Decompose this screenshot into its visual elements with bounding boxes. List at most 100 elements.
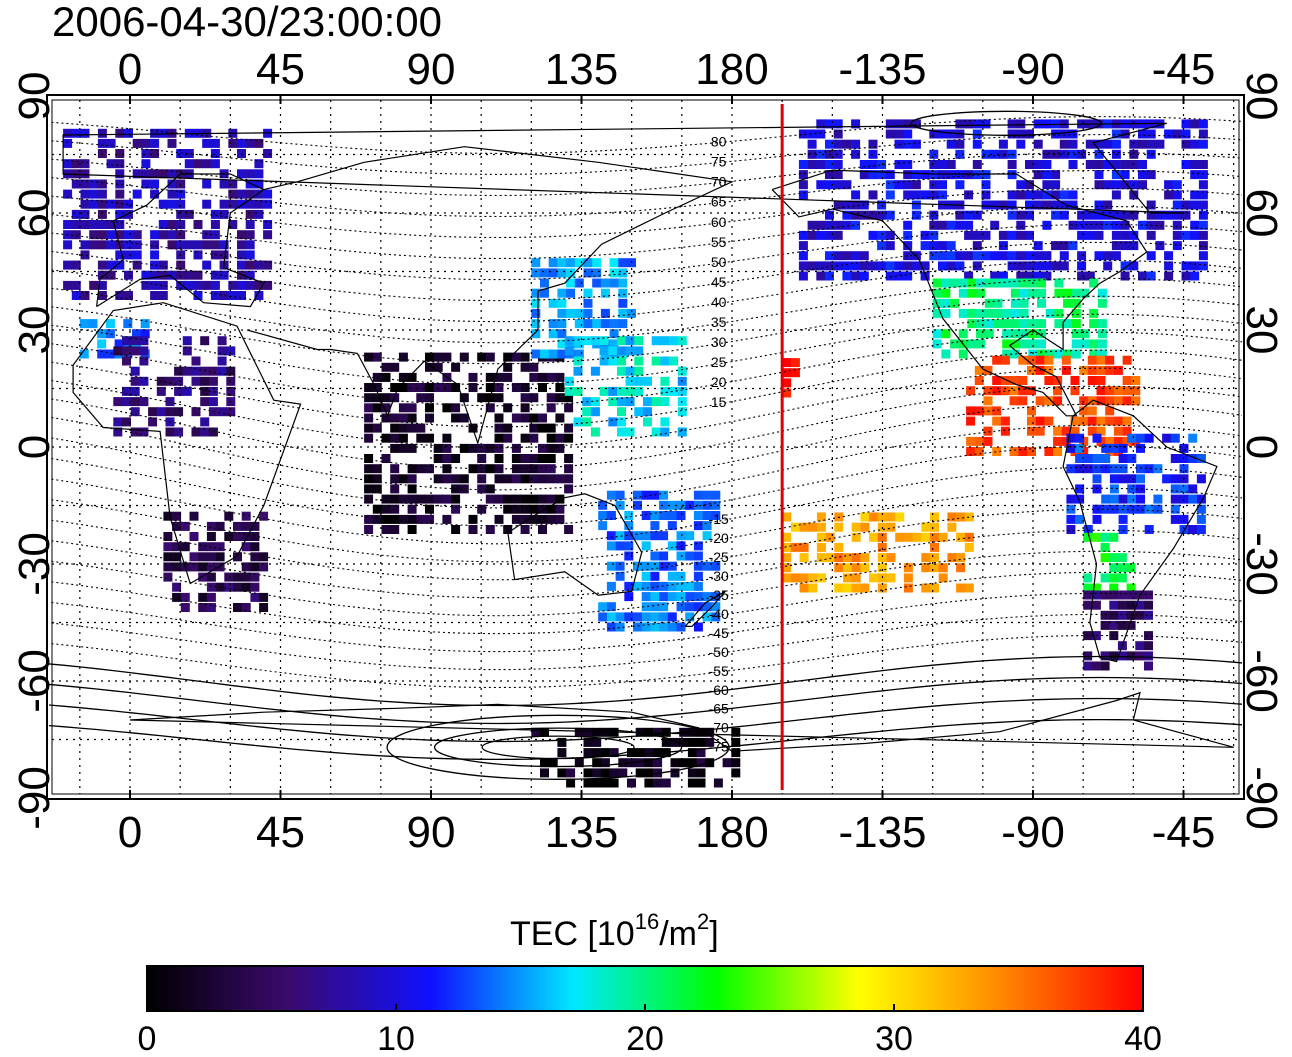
tec-cell xyxy=(958,288,968,298)
tec-cell xyxy=(705,737,715,747)
tec-cell xyxy=(608,417,618,427)
tec-cell xyxy=(468,464,478,474)
tec-cell xyxy=(193,250,203,260)
tec-cell xyxy=(1181,160,1191,169)
tec-cell xyxy=(816,160,826,169)
tec-cell xyxy=(650,622,660,632)
tec-cell xyxy=(132,250,142,260)
tec-cell xyxy=(398,514,408,524)
tec-cell xyxy=(557,768,567,778)
tec-cell xyxy=(981,230,991,240)
tec-cell xyxy=(425,514,434,524)
magnetic-latitude-contours xyxy=(49,110,1242,780)
tec-cell xyxy=(1179,484,1189,494)
tec-cell xyxy=(1188,484,1198,494)
tec-cell xyxy=(237,230,246,240)
tec-cell xyxy=(1164,180,1174,190)
tec-cell xyxy=(1153,464,1163,474)
colorbar: TEC [1016/m2] 0 10 20 30 40 xyxy=(138,909,1162,1057)
tec-cell xyxy=(115,230,125,240)
tec-cell xyxy=(941,349,951,359)
tec-cell xyxy=(1051,210,1061,220)
tec-cell xyxy=(633,531,642,541)
tec-cell xyxy=(1103,180,1113,190)
tec-cell xyxy=(966,436,976,446)
tec-cell xyxy=(1103,261,1113,271)
tec-cell xyxy=(941,308,951,318)
tec-cell xyxy=(1059,149,1069,159)
tec-data-layer xyxy=(63,119,1208,788)
tec-cell xyxy=(1190,170,1200,180)
tec-cell xyxy=(1127,433,1137,443)
tec-cell xyxy=(1126,620,1136,630)
tec-cell xyxy=(1170,433,1180,443)
tec-cell xyxy=(860,553,870,563)
tec-cell xyxy=(167,179,177,189)
colorbar-tick-label: 0 xyxy=(138,1020,157,1057)
tec-cell xyxy=(592,727,602,737)
tec-cell xyxy=(702,592,712,602)
tec-cell xyxy=(1094,251,1104,261)
tec-cell xyxy=(520,514,530,524)
tec-cell xyxy=(202,138,212,148)
tec-cell xyxy=(967,339,977,349)
tec-cell xyxy=(816,220,826,230)
mlat-contour xyxy=(49,718,1242,761)
tec-cell xyxy=(981,149,991,159)
tec-cell xyxy=(167,169,177,179)
tec-cell xyxy=(903,160,913,169)
tec-cell xyxy=(1136,504,1145,514)
tec-cell xyxy=(641,561,651,571)
tec-cell xyxy=(163,552,173,562)
tec-cell xyxy=(1138,220,1147,230)
tec-cell xyxy=(263,280,273,290)
tec-cell xyxy=(1138,160,1147,169)
tec-cell xyxy=(217,346,227,356)
tec-cell xyxy=(1083,590,1093,600)
tec-cell xyxy=(163,532,173,541)
tec-cell xyxy=(955,180,965,190)
tec-cell xyxy=(416,383,426,392)
tec-cell xyxy=(946,220,956,230)
tec-cell xyxy=(150,240,160,250)
tec-cell xyxy=(1025,230,1034,240)
tec-cell xyxy=(1042,261,1052,271)
tec-cell xyxy=(669,356,679,366)
tec-cell xyxy=(702,602,712,612)
tec-cell xyxy=(557,298,567,308)
tec-cell xyxy=(885,230,895,240)
tec-cell xyxy=(63,159,73,169)
tec-cell xyxy=(1129,139,1139,149)
tec-cell xyxy=(1113,386,1123,396)
tec-cell xyxy=(702,490,712,500)
tec-cell xyxy=(1122,436,1132,446)
tec-cell xyxy=(670,758,680,768)
tec-cell xyxy=(398,413,408,423)
tec-cell xyxy=(808,583,818,593)
tec-cell xyxy=(929,149,939,159)
tec-cell xyxy=(600,768,610,778)
mlat-contour xyxy=(49,487,1242,563)
tec-cell xyxy=(250,562,260,572)
tec-cell xyxy=(1105,396,1115,406)
tec-cell xyxy=(966,447,976,456)
tec-cell xyxy=(564,346,574,356)
tec-cell xyxy=(172,542,182,552)
tec-cell xyxy=(782,388,792,398)
tec-cell xyxy=(228,138,238,148)
tec-cell xyxy=(598,521,608,531)
tec-cell xyxy=(583,727,593,737)
tec-cell xyxy=(381,525,391,534)
tec-cell xyxy=(606,612,616,622)
tec-cell xyxy=(115,209,125,219)
tec-cell xyxy=(106,138,116,148)
mlat-contour xyxy=(49,634,1242,689)
tec-cell xyxy=(1136,494,1145,504)
tec-cell xyxy=(1097,298,1107,308)
tec-cell xyxy=(122,386,131,396)
tec-cell xyxy=(416,514,426,524)
tec-cell xyxy=(976,308,986,318)
tec-cell xyxy=(617,427,626,437)
tec-cell xyxy=(842,210,852,220)
tec-cell xyxy=(184,240,194,250)
